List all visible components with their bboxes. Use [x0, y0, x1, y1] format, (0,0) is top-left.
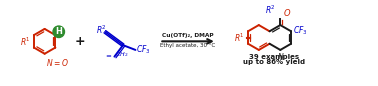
Text: H: H	[55, 27, 62, 36]
Text: 39 examples: 39 examples	[249, 54, 299, 60]
Text: $O$: $O$	[283, 7, 291, 18]
Text: $R^1$: $R^1$	[20, 35, 31, 48]
Text: up to 86% yield: up to 86% yield	[243, 60, 305, 66]
Text: $R^2$: $R^2$	[265, 3, 276, 15]
Circle shape	[53, 26, 65, 37]
Text: $=$: $=$	[104, 53, 113, 59]
Text: $CF_3$: $CF_3$	[136, 44, 151, 56]
Text: +: +	[75, 35, 85, 48]
Text: $R^2$: $R^2$	[96, 24, 107, 36]
Text: $CF_3$: $CF_3$	[293, 24, 308, 37]
Text: Ethyl acetate, 30 °C: Ethyl acetate, 30 °C	[160, 43, 216, 48]
Text: Cu(OTf)₂, DMAP: Cu(OTf)₂, DMAP	[162, 33, 214, 38]
Text: $N$: $N$	[277, 51, 284, 62]
Text: $\mathit{N}{=}O$: $\mathit{N}{=}O$	[46, 57, 68, 68]
Text: $CH_2$: $CH_2$	[115, 51, 129, 60]
Text: $R^1$: $R^1$	[234, 31, 245, 44]
